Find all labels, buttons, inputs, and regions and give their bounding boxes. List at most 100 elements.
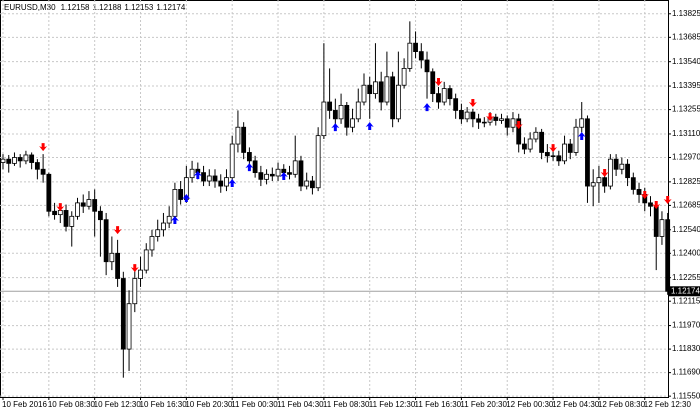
candle-body	[224, 177, 229, 187]
y-tick-label: 1.12255	[672, 273, 700, 282]
candle-body	[355, 101, 361, 120]
candle-body	[590, 182, 596, 187]
candle-body	[424, 59, 430, 73]
candle-body	[527, 138, 533, 150]
y-tick-label: 1.12685	[672, 201, 700, 210]
y-tick-label: 1.11550	[672, 391, 700, 400]
buy-arrow	[577, 131, 586, 140]
sell-arrow	[486, 112, 495, 121]
candle-body	[436, 93, 441, 103]
candle-body	[361, 84, 367, 103]
candle-body	[149, 236, 155, 251]
candle-body	[470, 111, 476, 120]
candle-body	[648, 202, 653, 207]
candle-body	[69, 215, 75, 227]
y-tick-label: 1.12540	[672, 225, 700, 234]
candle-body	[138, 269, 143, 279]
plot-frame	[0, 0, 669, 398]
buy-arrow	[423, 103, 432, 112]
buy-arrow	[182, 193, 191, 202]
candle-body	[625, 163, 630, 179]
x-tick-label: 10 Feb 2016	[2, 400, 47, 409]
candle-body	[493, 116, 499, 121]
candle-body	[155, 229, 161, 237]
chart-header: EURUSD,M30 1.12158 1.12188 1.12153 1.12174	[4, 3, 186, 12]
candle-body	[630, 177, 636, 190]
candle-body	[23, 154, 29, 162]
candle-body	[327, 101, 333, 111]
candle-body	[441, 88, 447, 103]
x-tick-label: 10 Feb 16:30	[140, 400, 188, 409]
candle-body	[264, 173, 269, 180]
candle-body	[499, 118, 504, 121]
x-tick-label: 10 Feb 20:30	[185, 400, 233, 409]
candle-body	[292, 160, 298, 175]
candle-body	[126, 303, 132, 350]
candle-body	[235, 126, 241, 145]
candle-body	[189, 168, 195, 179]
x-tick-label: 12 Feb 00:30	[506, 400, 554, 409]
candle-body	[241, 126, 247, 153]
sell-arrow	[39, 143, 48, 152]
candle-body	[401, 68, 407, 86]
candle-body	[109, 252, 115, 263]
candle-body	[201, 172, 206, 182]
candle-body	[430, 71, 436, 95]
sell-arrow	[663, 196, 672, 205]
candle-body	[585, 118, 590, 187]
candle-body	[161, 222, 166, 231]
candle-body	[458, 110, 464, 120]
candle-body	[544, 152, 550, 157]
y-tick-label: 1.13825	[672, 9, 700, 18]
sell-arrow	[640, 190, 649, 199]
sell-arrow	[600, 168, 609, 177]
x-tick-label: 11 Feb 08:30	[323, 400, 370, 409]
y-tick-label: 1.12400	[672, 248, 700, 257]
candle-body	[166, 215, 172, 224]
candle-body	[367, 84, 373, 95]
candle-body	[407, 42, 413, 69]
sell-arrow	[56, 203, 65, 212]
current-price-box	[669, 286, 700, 297]
candle-body	[378, 81, 384, 103]
candle-body	[522, 143, 527, 150]
sell-arrow	[549, 144, 558, 153]
candle-body	[373, 81, 378, 95]
candle-body	[229, 143, 235, 179]
candle-body	[0, 158, 6, 163]
candle-body	[344, 104, 350, 128]
candle-body	[258, 172, 264, 180]
candle-body	[350, 118, 355, 128]
candle-body	[659, 219, 665, 237]
y-tick-label: 1.11970	[672, 321, 700, 330]
x-tick-label: 11 Feb 04:30	[277, 400, 324, 409]
sell-arrow	[514, 121, 523, 130]
candle-body	[12, 157, 17, 164]
candle-body	[619, 163, 625, 170]
y-tick-label: 1.12115	[672, 296, 700, 305]
candle-body	[218, 180, 224, 187]
candle-body	[653, 205, 659, 237]
candle-body	[464, 111, 470, 120]
candle-body	[120, 278, 126, 350]
x-tick-label: 12 Feb 04:30	[552, 400, 600, 409]
y-tick-label: 1.13540	[672, 57, 700, 66]
grid	[0, 0, 668, 397]
candle-body	[533, 131, 539, 140]
x-tick-label: 12 Feb 08:30	[598, 400, 646, 409]
candle-body	[516, 118, 522, 145]
candle-body	[6, 158, 12, 164]
candle-body	[52, 210, 57, 216]
candle-body	[40, 168, 46, 175]
buy-arrow	[331, 123, 340, 132]
header-close: 1.12174	[156, 3, 185, 12]
buy-arrow	[193, 170, 202, 179]
y-tick-label: 1.12970	[672, 153, 700, 162]
candle-body	[63, 210, 69, 227]
y-tick-label: 1.13685	[672, 32, 700, 41]
candle-body	[275, 168, 281, 177]
candle-body	[103, 219, 109, 263]
candle-body	[636, 189, 642, 195]
candle-body	[115, 252, 120, 279]
